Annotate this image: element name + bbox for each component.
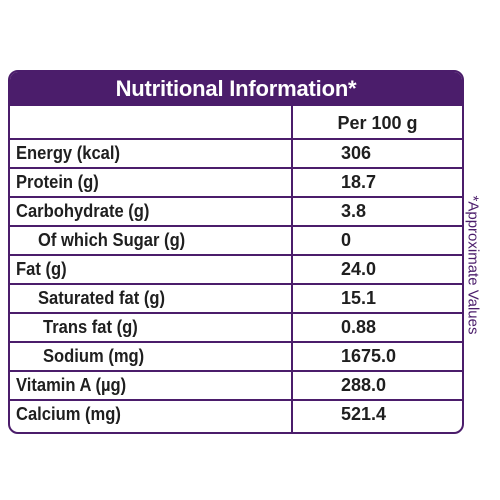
row-value: 0.88 xyxy=(341,317,377,337)
table-row: Saturated fat (g) 15.1 xyxy=(10,285,462,314)
row-label: Saturated fat (g) xyxy=(38,288,165,308)
row-label: Of which Sugar (g) xyxy=(38,230,186,250)
table-row: Carbohydrate (g) 3.8 xyxy=(10,198,462,227)
row-value: 18.7 xyxy=(341,172,377,192)
column-header-per-100g: Per 100 g xyxy=(337,113,418,133)
row-value: 3.8 xyxy=(341,201,367,221)
table-row: Calcium (mg) 521.4 xyxy=(10,401,462,430)
row-label: Vitamin A (µg) xyxy=(16,375,127,395)
row-value: 24.0 xyxy=(341,259,377,279)
row-value: 1675.0 xyxy=(341,346,397,366)
row-label: Calcium (mg) xyxy=(16,404,121,424)
row-label: Sodium (mg) xyxy=(43,346,145,366)
row-label: Energy (kcal) xyxy=(16,143,121,163)
table-row: Protein (g) 18.7 xyxy=(10,169,462,198)
table-row: Vitamin A (µg) 288.0 xyxy=(10,372,462,401)
table-row: Energy (kcal) 306 xyxy=(10,140,462,169)
row-label: Fat (g) xyxy=(16,259,67,279)
table-row: Of which Sugar (g) 0 xyxy=(10,227,462,256)
row-value: 0 xyxy=(341,230,352,250)
column-divider xyxy=(291,106,293,432)
table-row: Sodium (mg) 1675.0 xyxy=(10,343,462,372)
table-header-row xyxy=(10,106,462,140)
row-label: Carbohydrate (g) xyxy=(16,201,150,221)
table-title: Nutritional Information* xyxy=(10,72,462,106)
table-row: Trans fat (g) 0.88 xyxy=(10,314,462,343)
row-label: Trans fat (g) xyxy=(43,317,138,337)
nutrition-table: Nutritional Information* Per 100 g Energ… xyxy=(8,70,464,434)
footnote-text: *Approximate Values xyxy=(464,195,482,335)
row-value: 15.1 xyxy=(341,288,377,308)
row-value: 288.0 xyxy=(341,375,387,395)
table-row: Fat (g) 24.0 xyxy=(10,256,462,285)
row-label: Protein (g) xyxy=(16,172,99,192)
row-value: 521.4 xyxy=(341,404,387,424)
row-value: 306 xyxy=(341,143,372,163)
